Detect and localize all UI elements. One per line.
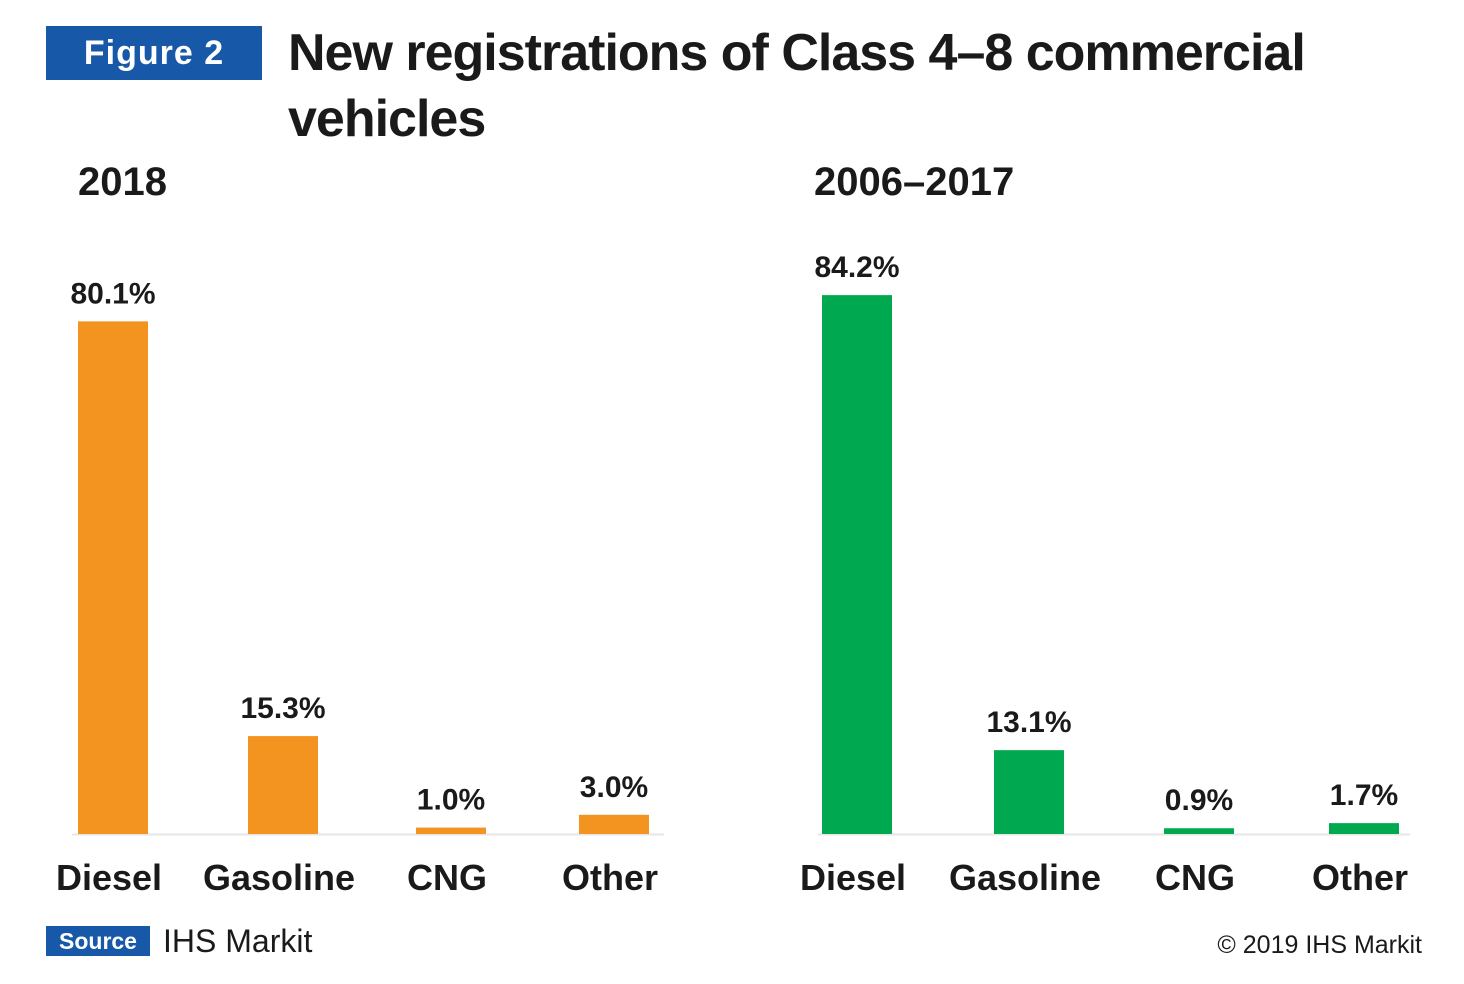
bar-2018-gasoline (248, 736, 318, 834)
value-label-2018-diesel: 80.1% (70, 277, 155, 310)
source-text: IHS Markit (163, 923, 313, 959)
chart-title: New registrations of Class 4–8 commercia… (288, 24, 1306, 148)
bar-2018-diesel (78, 321, 148, 834)
bar-2006-2017-gasoline (994, 750, 1064, 834)
category-label-2018-diesel: Diesel (56, 857, 162, 898)
category-label-2018-cng: CNG (407, 857, 487, 898)
bar-2006-2017-other (1329, 823, 1399, 834)
bar-2006-2017-diesel (822, 295, 892, 834)
category-label-2006-2017-diesel: Diesel (800, 857, 906, 898)
panel-title-2018: 2018 (78, 160, 167, 204)
value-label-2006-2017-gasoline: 13.1% (986, 706, 1071, 739)
bar-2018-cng (416, 827, 486, 834)
value-label-2018-cng: 1.0% (417, 784, 485, 817)
source-badge: Source (46, 926, 150, 956)
category-label-2018-other: Other (562, 857, 658, 898)
figure-badge: Figure 2 (46, 26, 262, 80)
value-label-2006-2017-cng: 0.9% (1165, 784, 1233, 817)
category-label-2018-gasoline: Gasoline (203, 857, 355, 898)
value-label-2018-other: 3.0% (580, 771, 648, 804)
category-label-2006-2017-other: Other (1312, 857, 1408, 898)
value-label-2006-2017-other: 1.7% (1330, 779, 1398, 812)
copyright-notice: © 2019 IHS Markit (1217, 931, 1422, 959)
bar-2006-2017-cng (1164, 828, 1234, 834)
panel-title-2006-2017: 2006–2017 (814, 160, 1015, 204)
category-label-2006-2017-gasoline: Gasoline (949, 857, 1101, 898)
bar-2018-other (579, 814, 649, 834)
value-label-2018-gasoline: 15.3% (240, 692, 325, 725)
category-label-2006-2017-cng: CNG (1155, 857, 1235, 898)
value-label-2006-2017-diesel: 84.2% (814, 251, 899, 284)
